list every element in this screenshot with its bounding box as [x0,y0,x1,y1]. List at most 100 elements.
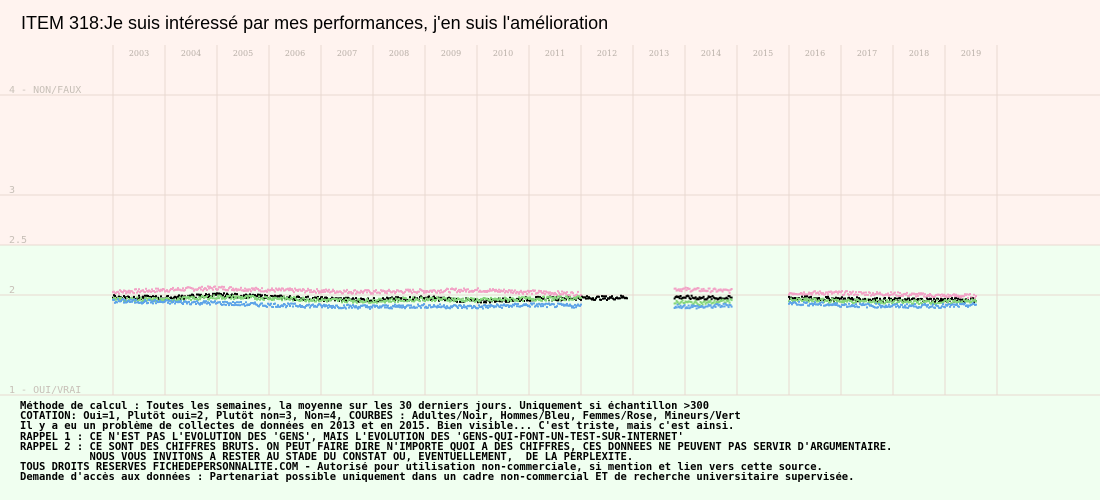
data-point [226,301,228,304]
data-point [880,300,882,303]
data-point [822,297,824,300]
data-point [151,288,153,291]
data-point [869,291,871,294]
data-point [602,297,604,300]
data-point [308,289,310,292]
data-point [401,306,403,309]
data-point [486,304,488,307]
data-point [941,293,943,296]
data-point [246,295,248,298]
data-point [850,305,852,308]
data-point [394,300,396,303]
data-point [486,291,488,293]
data-point [410,304,412,307]
data-point [249,288,251,291]
data-point [499,306,501,308]
data-point [292,305,294,308]
data-point [539,303,541,306]
data-point [830,299,832,302]
data-point [256,295,258,298]
data-point [147,290,149,293]
data-point [479,289,481,292]
data-point [439,303,441,306]
data-point [208,298,210,301]
data-point [454,297,456,300]
data-point [438,306,440,308]
data-point [709,299,712,302]
data-point [379,292,381,295]
data-point [168,290,170,293]
data-point [380,289,382,292]
data-point [506,298,508,300]
data-point [394,303,396,306]
data-point [343,304,345,307]
data-point [677,288,680,291]
data-point [439,291,441,294]
data-point [894,297,896,300]
data-point [724,302,727,305]
data-point [208,302,210,304]
data-point [858,299,860,302]
data-point [272,295,274,298]
data-point [449,291,451,294]
data-point [182,296,184,299]
data-point [448,296,450,299]
data-point [897,304,899,307]
data-point [343,289,345,292]
data-point [456,291,458,294]
data-point [811,299,813,302]
data-point [934,306,936,309]
data-point [414,299,416,302]
data-point [514,289,516,292]
data-point [214,300,216,303]
data-point [177,287,179,290]
data-point [550,293,552,296]
data-point [470,305,472,307]
data-point [547,295,549,298]
data-point [834,302,836,305]
data-point [432,305,434,308]
data-point [580,296,582,299]
data-point [800,298,802,301]
data-point [521,291,523,294]
data-point [209,303,211,306]
data-point [347,299,349,302]
data-point [498,298,500,301]
data-point [304,306,306,309]
data-point [166,299,168,302]
data-point [275,295,277,298]
data-point [960,296,962,299]
data-point [170,299,172,302]
data-point [677,295,680,298]
data-point [362,291,364,294]
data-point [936,299,938,302]
data-point [903,299,905,302]
data-point [227,293,229,296]
year-label: 2018 [909,49,929,58]
data-point [577,290,579,293]
data-point [788,302,790,305]
data-point [235,287,237,290]
data-point [384,306,386,309]
data-point [478,304,480,307]
data-point [714,305,717,308]
data-point [712,301,715,304]
data-point [890,299,892,301]
data-point [245,289,247,292]
data-point [882,300,884,303]
data-point [833,303,835,306]
data-point [237,304,239,307]
data-point [420,306,422,309]
data-point [192,287,194,290]
data-point [868,303,870,306]
data-point [428,295,430,298]
data-point [951,297,953,300]
data-point [862,298,864,301]
data-point [855,301,857,304]
data-point [454,289,456,292]
note-data-access: Demande d'accès aux données : Partenaria… [20,472,855,483]
data-point [893,298,895,301]
data-point [344,300,346,303]
data-point [348,306,350,309]
